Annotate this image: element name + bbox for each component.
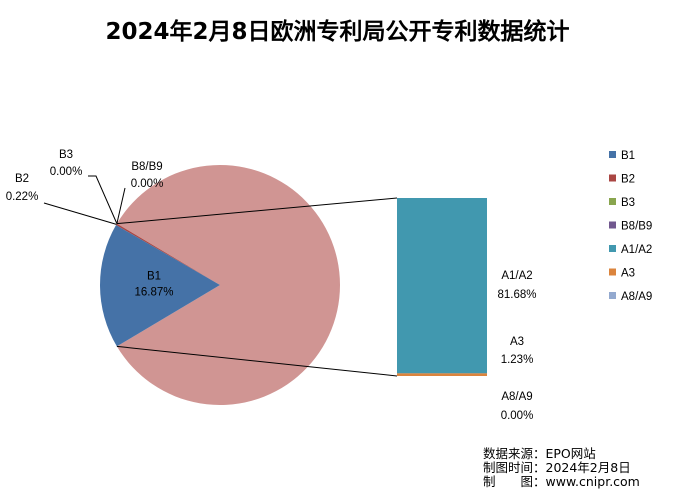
label-b8-b9-percent: 0.00%: [131, 178, 164, 190]
legend: B1 B2 B3 B8/B9 A1/A2 A3 A8/A9: [609, 150, 652, 303]
label-b3-name: B3: [59, 149, 73, 161]
connector-bottom: [116, 345, 398, 377]
label-b2-percent: 0.22%: [6, 191, 39, 203]
label-a3-name: A3: [510, 336, 524, 348]
legend-swatch-a3: [609, 268, 616, 276]
label-b2-name: B2: [15, 173, 29, 185]
label-a1-a2-percent: 81.68%: [497, 289, 536, 301]
bar-segment-a1-a2: [397, 198, 487, 374]
legend-swatch-b2: [609, 174, 616, 182]
connector-top: [116, 197, 398, 225]
source-note: 数据来源：EPO网站 制图时间：2024年2月8日 制 图：www.cnipr.…: [483, 447, 640, 489]
pie-slice-b2: [116, 223, 220, 285]
chart-date-line: 制图时间：2024年2月8日: [483, 460, 631, 475]
legend-label-b2: B2: [621, 174, 635, 186]
legend-label-b1: B1: [621, 150, 635, 162]
legend-label-b3: B3: [621, 197, 635, 209]
leader-b2: [43, 202, 117, 225]
data-labels: B1 16.87% B2 0.22% B3 0.00% B8/B9 0.00% A1/A2 81.…: [6, 149, 537, 422]
source-line: 数据来源：EPO网站: [483, 446, 596, 461]
legend-swatch-b1: [609, 151, 616, 158]
legend-swatch-b8-b9: [609, 221, 616, 229]
label-a1-a2-name: A1/A2: [501, 270, 532, 282]
legend-swatch-b3: [609, 198, 616, 205]
author-line: 制 图：www.cnipr.com: [483, 474, 640, 489]
label-b3-percent: 0.00%: [50, 166, 83, 178]
label-b1-name: B1: [147, 270, 161, 282]
leader-b3: [88, 175, 118, 224]
chart-title: 2024年2月8日欧洲专利局公开专利数据统计: [105, 19, 570, 45]
bar-segment-a3: [397, 373, 487, 376]
legend-label-a8-a9: A8/A9: [621, 291, 652, 303]
legend-swatch-a1-a2: [609, 245, 616, 252]
label-b1-percent: 16.87%: [134, 286, 173, 298]
legend-label-b8-b9: B8/B9: [621, 221, 652, 233]
pie-group: [99, 165, 341, 406]
label-a8-a9-percent: 0.00%: [501, 410, 534, 422]
connector-lines: [43, 175, 398, 377]
label-a8-a9-name: A8/A9: [501, 391, 532, 403]
breakout-bar: [397, 198, 487, 376]
pie-slice-b1: [99, 225, 220, 347]
legend-swatch-a8-a9: [609, 292, 616, 299]
legend-label-a3: A3: [621, 268, 635, 280]
leader-b8-b9: [116, 187, 126, 224]
label-a3-percent: 1.23%: [501, 354, 534, 366]
legend-label-a1-a2: A1/A2: [621, 244, 652, 256]
label-b8-b9-name: B8/B9: [131, 161, 162, 173]
pie-slice-other: [116, 165, 341, 406]
